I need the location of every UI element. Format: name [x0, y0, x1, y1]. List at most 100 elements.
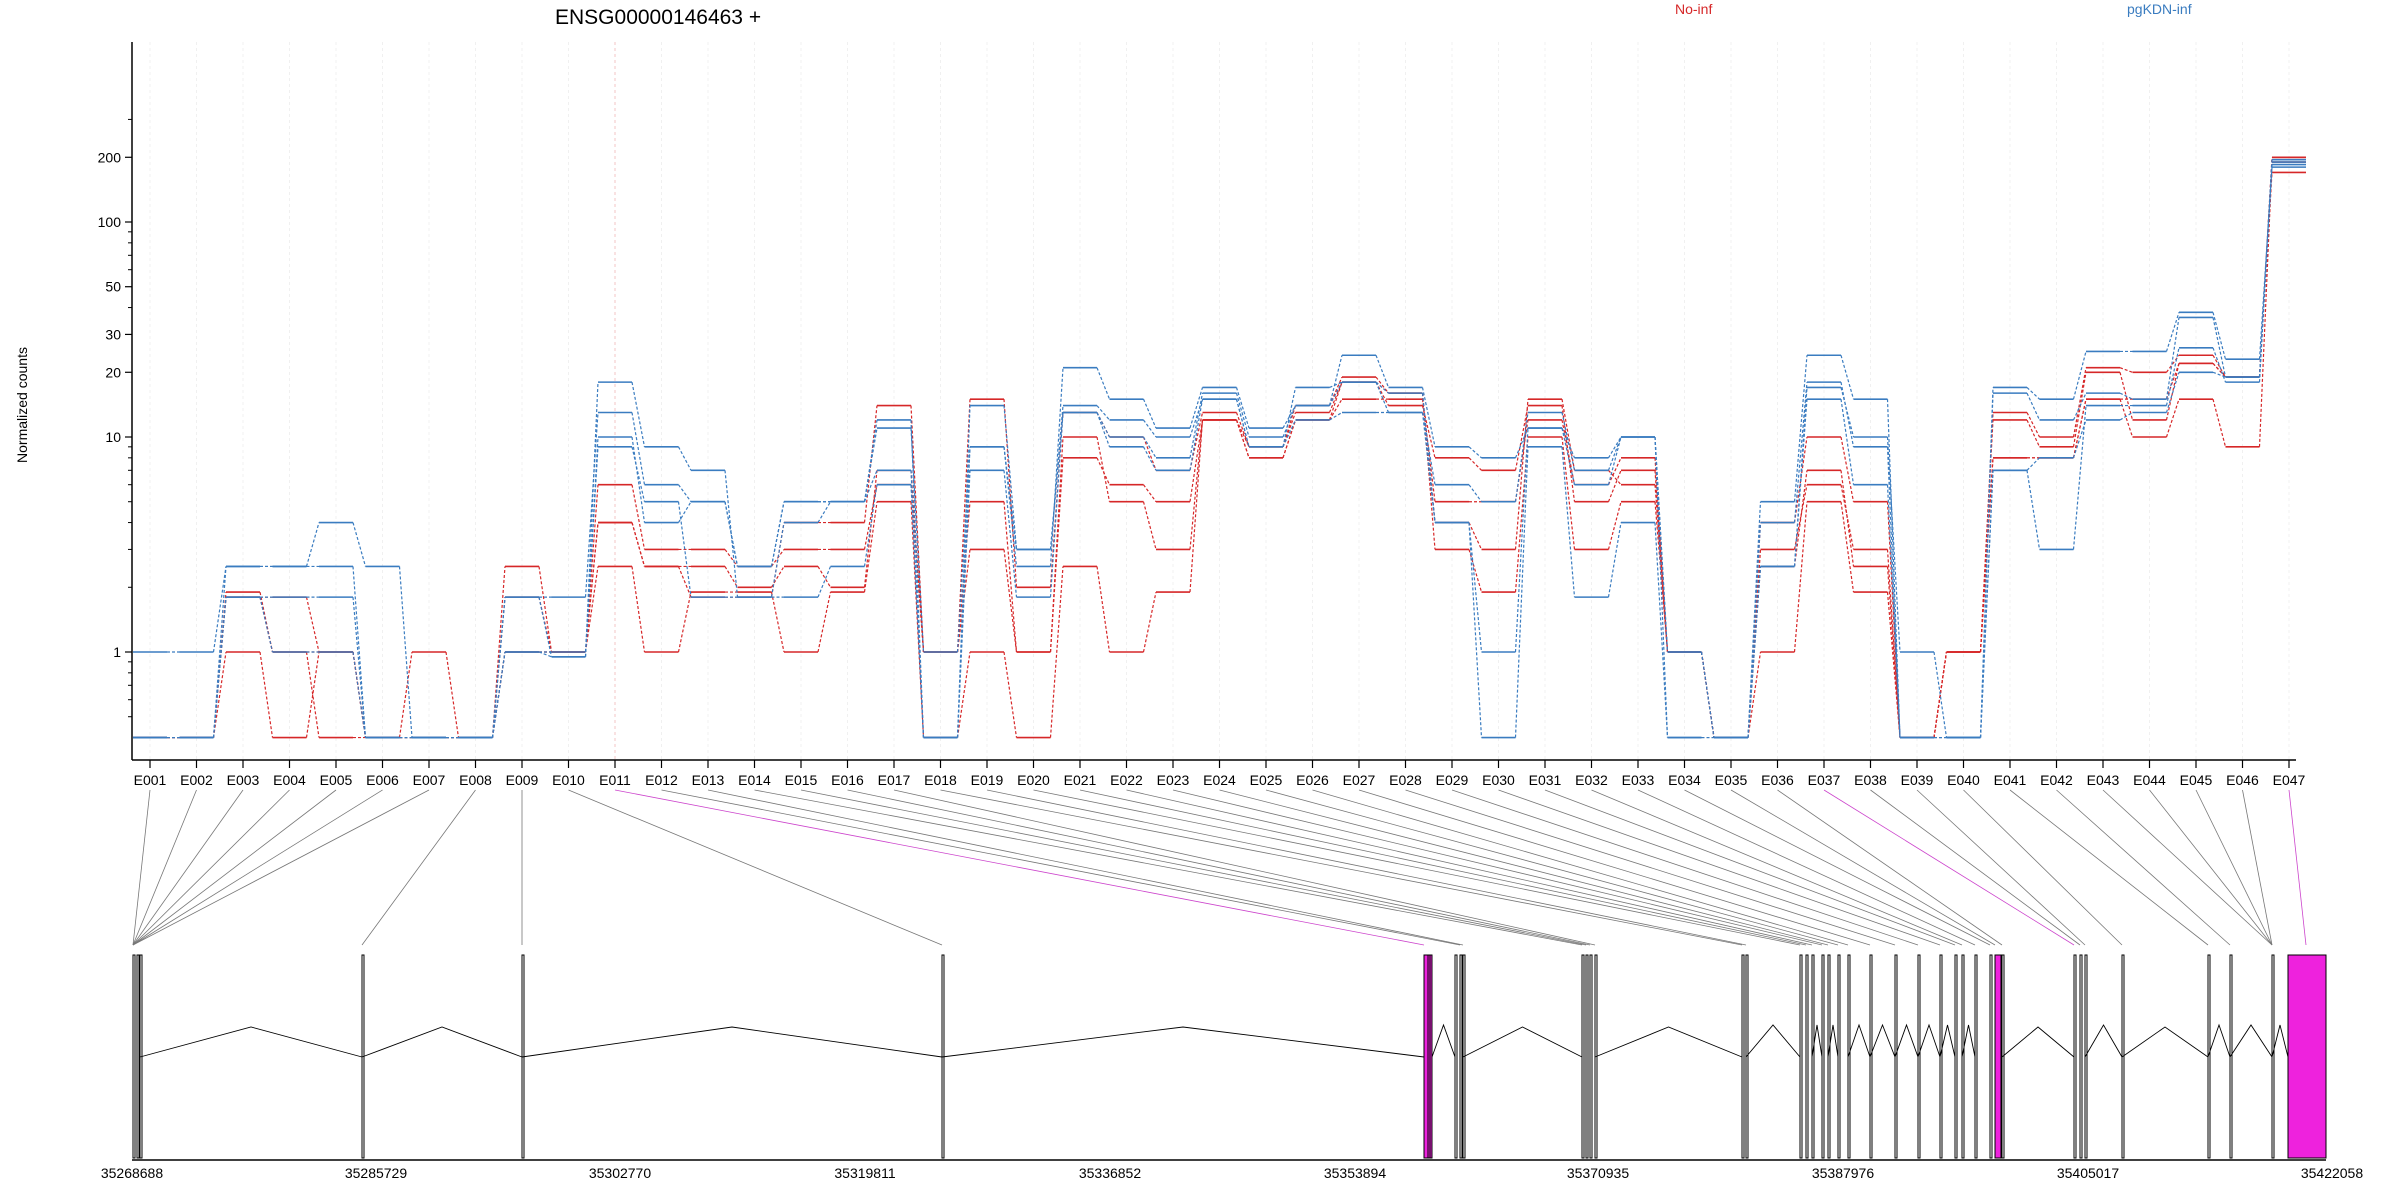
- intron-line: [1745, 1024, 1801, 1058]
- axes-layer: 1 10 20 30 50 100 200 E001 E002 E003 E004 E005 E006 E…: [98, 42, 2306, 788]
- exon-block: [136, 954, 140, 1159]
- exon-block-last: [2287, 954, 2327, 1159]
- y-tick-label: 50: [105, 279, 121, 295]
- x-tick-label: E014: [738, 772, 771, 788]
- gene-model-layer: 35268688 35285729 35302770 35319811 35336852…: [101, 954, 2364, 1181]
- coordinate-tick-label: 35353894: [1324, 1165, 1387, 1181]
- exon-connector: [1498, 789, 1941, 946]
- exon-connector: [361, 789, 476, 946]
- coordinate-tick-label: 35285729: [345, 1165, 408, 1181]
- chart-title: ENSG00000146463 +: [555, 6, 761, 29]
- intron-line: [1811, 1024, 1823, 1058]
- exon-connector: [754, 789, 1583, 946]
- y-axis-label: Normalized counts: [14, 347, 30, 463]
- x-tick-label: E025: [1250, 772, 1283, 788]
- series-connector: [167, 159, 2273, 739]
- x-tick-label: E005: [320, 772, 353, 788]
- y-tick-label: 20: [105, 364, 121, 380]
- intron-line: [1869, 1023, 1896, 1058]
- intron-line: [2084, 1024, 2123, 1058]
- x-tick-label: E039: [1901, 772, 1934, 788]
- x-tick-label: E020: [1017, 772, 1050, 788]
- x-tick-label: E006: [366, 772, 399, 788]
- exon-connector: [132, 789, 151, 946]
- exon-connector: [2149, 789, 2273, 946]
- exon-connector: [1451, 789, 1919, 946]
- exon-connector: [1033, 789, 1801, 946]
- series-8: [133, 158, 2306, 739]
- exon-block: [1459, 954, 1463, 1159]
- series-layer: [133, 156, 2306, 739]
- x-tick-label: E012: [645, 772, 678, 788]
- exon-block: [2079, 954, 2083, 1159]
- exon-connector: [1312, 789, 1849, 946]
- x-tick-label: E046: [2226, 772, 2259, 788]
- coordinate-tick-label: 35370935: [1567, 1165, 1630, 1181]
- y-tick-label: 100: [98, 214, 122, 230]
- exon-block: [1994, 954, 2002, 1159]
- x-tick-label: E040: [1947, 772, 1980, 788]
- exon-connector: [1172, 789, 1823, 946]
- exon-connector: [1916, 789, 2086, 946]
- intron-line: [2121, 1026, 2209, 1058]
- exon-connector: [707, 789, 1464, 946]
- x-tick-label: E018: [924, 772, 957, 788]
- coordinate-tick-label: 35387976: [1812, 1165, 1875, 1181]
- exon-connector: [132, 789, 383, 946]
- exon-connector: [614, 789, 1425, 946]
- x-tick-label: E032: [1575, 772, 1608, 788]
- exon-connector: [1963, 789, 2123, 946]
- intron-line: [1939, 1024, 1956, 1058]
- exon-connector: [132, 789, 337, 946]
- intron-line: [1462, 1026, 1583, 1058]
- x-tick-label: E022: [1110, 772, 1143, 788]
- coordinate-tick-label: 35422058: [2301, 1165, 2364, 1181]
- exon-connector: [1219, 789, 1829, 946]
- x-tick-label: E038: [1854, 772, 1887, 788]
- exon-block: [132, 954, 136, 1159]
- x-tick-label: E043: [2087, 772, 2120, 788]
- x-tick-label: E009: [506, 772, 539, 788]
- x-tick-label: E027: [1343, 772, 1376, 788]
- legend-entry-no-inf: No-inf: [1675, 1, 1712, 17]
- x-tick-label: E033: [1622, 772, 1655, 788]
- coordinate-tick-label: 35268688: [101, 1165, 164, 1181]
- exon-connector: [1684, 789, 1991, 946]
- x-tick-label: E028: [1389, 772, 1422, 788]
- exon-connector: [1591, 789, 1963, 946]
- exon-connector: [132, 789, 430, 946]
- intron-line: [1917, 1023, 1941, 1058]
- exon-connector: [940, 789, 1743, 946]
- intron-line: [941, 1026, 1425, 1058]
- exon-connector: [1777, 789, 2003, 946]
- x-tick-label: E011: [599, 772, 631, 788]
- x-tick-label: E037: [1808, 772, 1841, 788]
- x-tick-label: E004: [273, 772, 306, 788]
- exon-connector: [132, 789, 197, 946]
- exon-connector: [2195, 789, 2273, 946]
- exon-connector: [893, 789, 1596, 946]
- x-tick-label: E026: [1296, 772, 1329, 788]
- x-tick-label: E010: [552, 772, 585, 788]
- y-tick-label: 10: [105, 429, 121, 445]
- coordinate-tick-label: 35319811: [834, 1165, 895, 1181]
- exon-connector-layer: [132, 789, 2307, 946]
- exon-block: [1585, 954, 1589, 1159]
- x-tick-label: E029: [1436, 772, 1469, 788]
- x-tick-label: E017: [878, 772, 911, 788]
- x-tick-label: E002: [180, 772, 213, 788]
- x-tick-label: E044: [2133, 772, 2166, 788]
- x-tick-label: E001: [134, 772, 167, 788]
- exon-connector: [661, 789, 1461, 946]
- exon-block: [1589, 954, 1593, 1159]
- x-tick-label: E034: [1668, 772, 1701, 788]
- exon-connector: [1405, 789, 1896, 946]
- intron-line: [521, 1026, 943, 1058]
- intron-line: [1431, 1023, 1456, 1058]
- intron-line: [1827, 1024, 1839, 1058]
- x-tick-label: E019: [971, 772, 1004, 788]
- exon-connector: [2102, 789, 2273, 946]
- exon-connector: [1637, 789, 1976, 946]
- exon-connector: [2056, 789, 2231, 946]
